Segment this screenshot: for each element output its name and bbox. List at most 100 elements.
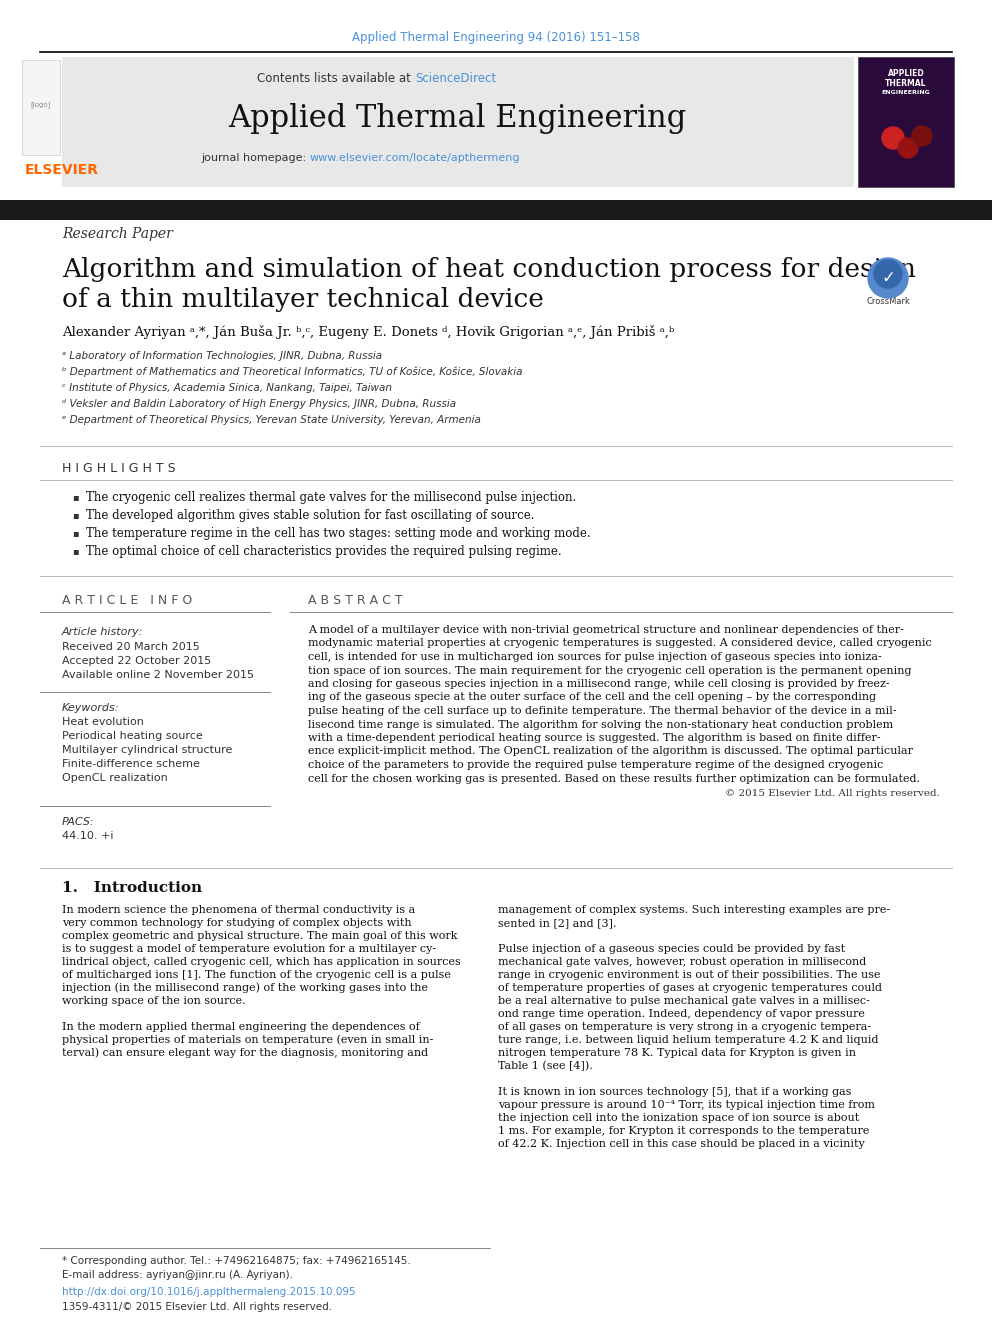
Text: The cryogenic cell realizes thermal gate valves for the millisecond pulse inject: The cryogenic cell realizes thermal gate… xyxy=(86,491,576,504)
Text: H I G H L I G H T S: H I G H L I G H T S xyxy=(62,462,176,475)
Text: ond range time operation. Indeed, dependency of vapor pressure: ond range time operation. Indeed, depend… xyxy=(498,1009,865,1019)
Text: Alexander Ayriyan ᵃ,*, Ján Buša Jr. ᵇ,ᶜ, Eugeny E. Donets ᵈ, Hovik Grigorian ᵃ,ᵉ: Alexander Ayriyan ᵃ,*, Ján Buša Jr. ᵇ,ᶜ,… xyxy=(62,325,675,339)
Text: ELSEVIER: ELSEVIER xyxy=(25,163,99,177)
Text: ✓: ✓ xyxy=(881,269,895,287)
Text: of multicharged ions [1]. The function of the cryogenic cell is a pulse: of multicharged ions [1]. The function o… xyxy=(62,970,451,980)
Text: A model of a multilayer device with non-trivial geometrical structure and nonlin: A model of a multilayer device with non-… xyxy=(308,624,904,635)
Circle shape xyxy=(912,126,932,146)
Text: ture range, i.e. between liquid helium temperature 4.2 K and liquid: ture range, i.e. between liquid helium t… xyxy=(498,1035,879,1045)
Text: lisecond time range is simulated. The algorithm for solving the non-stationary h: lisecond time range is simulated. The al… xyxy=(308,720,893,729)
Circle shape xyxy=(874,261,902,288)
Text: very common technology for studying of complex objects with: very common technology for studying of c… xyxy=(62,918,412,927)
Text: modynamic material properties at cryogenic temperatures is suggested. A consider: modynamic material properties at cryogen… xyxy=(308,639,931,648)
Text: Contents lists available at: Contents lists available at xyxy=(257,71,415,85)
Circle shape xyxy=(898,138,918,157)
Bar xyxy=(22,60,60,155)
Text: Received 20 March 2015: Received 20 March 2015 xyxy=(62,642,199,652)
Text: ▪: ▪ xyxy=(72,509,78,520)
Circle shape xyxy=(882,127,904,149)
Text: PACS:: PACS: xyxy=(62,818,95,827)
Text: ▪: ▪ xyxy=(72,546,78,556)
Text: complex geometric and physical structure. The main goal of this work: complex geometric and physical structure… xyxy=(62,931,457,941)
Text: A B S T R A C T: A B S T R A C T xyxy=(308,594,403,607)
Text: of all gases on temperature is very strong in a cryogenic tempera-: of all gases on temperature is very stro… xyxy=(498,1021,871,1032)
FancyBboxPatch shape xyxy=(858,57,954,187)
Text: ▪: ▪ xyxy=(72,492,78,501)
Text: nitrogen temperature 78 K. Typical data for Krypton is given in: nitrogen temperature 78 K. Typical data … xyxy=(498,1048,856,1058)
Text: ᵇ Department of Mathematics and Theoretical Informatics, TU of Košice, Košice, S: ᵇ Department of Mathematics and Theoreti… xyxy=(62,366,523,377)
Text: ScienceDirect: ScienceDirect xyxy=(415,71,496,85)
Text: terval) can ensure elegant way for the diagnosis, monitoring and: terval) can ensure elegant way for the d… xyxy=(62,1048,429,1058)
Text: ᶜ Institute of Physics, Academia Sinica, Nankang, Taipei, Taiwan: ᶜ Institute of Physics, Academia Sinica,… xyxy=(62,382,392,393)
Text: vapour pressure is around 10⁻⁴ Torr, its typical injection time from: vapour pressure is around 10⁻⁴ Torr, its… xyxy=(498,1099,875,1110)
Text: lindrical object, called cryogenic cell, which has application in sources: lindrical object, called cryogenic cell,… xyxy=(62,957,460,967)
Text: of 42.2 K. Injection cell in this case should be placed in a vicinity: of 42.2 K. Injection cell in this case s… xyxy=(498,1139,865,1148)
Text: 1.   Introduction: 1. Introduction xyxy=(62,881,202,894)
Text: mechanical gate valves, however, robust operation in millisecond: mechanical gate valves, however, robust … xyxy=(498,957,866,967)
Text: In the modern applied thermal engineering the dependences of: In the modern applied thermal engineerin… xyxy=(62,1021,420,1032)
Text: and closing for gaseous species injection in a millisecond range, while cell clo: and closing for gaseous species injectio… xyxy=(308,679,890,689)
FancyBboxPatch shape xyxy=(62,57,854,187)
Text: Algorithm and simulation of heat conduction process for design: Algorithm and simulation of heat conduct… xyxy=(62,258,916,283)
Text: ᵈ Veksler and Baldin Laboratory of High Energy Physics, JINR, Dubna, Russia: ᵈ Veksler and Baldin Laboratory of High … xyxy=(62,400,456,409)
Text: ▪: ▪ xyxy=(72,528,78,538)
Text: Accepted 22 October 2015: Accepted 22 October 2015 xyxy=(62,656,211,665)
Text: tion space of ion sources. The main requirement for the cryogenic cell operation: tion space of ion sources. The main requ… xyxy=(308,665,912,676)
Text: injection (in the millisecond range) of the working gases into the: injection (in the millisecond range) of … xyxy=(62,983,428,994)
Text: Keywords:: Keywords: xyxy=(62,703,119,713)
Text: ᵃ Laboratory of Information Technologies, JINR, Dubna, Russia: ᵃ Laboratory of Information Technologies… xyxy=(62,351,382,361)
Text: OpenCL realization: OpenCL realization xyxy=(62,773,168,783)
Text: Available online 2 November 2015: Available online 2 November 2015 xyxy=(62,669,254,680)
Text: CrossMark: CrossMark xyxy=(866,298,910,307)
Text: © 2015 Elsevier Ltd. All rights reserved.: © 2015 Elsevier Ltd. All rights reserved… xyxy=(725,790,940,799)
Text: range in cryogenic environment is out of their possibilities. The use: range in cryogenic environment is out of… xyxy=(498,970,881,980)
Text: It is known in ion sources technology [5], that if a working gas: It is known in ion sources technology [5… xyxy=(498,1088,851,1097)
Text: the injection cell into the ionization space of ion source is about: the injection cell into the ionization s… xyxy=(498,1113,859,1123)
Text: 44.10. +i: 44.10. +i xyxy=(62,831,113,841)
Text: Periodical heating source: Periodical heating source xyxy=(62,732,202,741)
Text: The optimal choice of cell characteristics provides the required pulsing regime.: The optimal choice of cell characteristi… xyxy=(86,545,561,557)
Text: with a time-dependent periodical heating source is suggested. The algorithm is b: with a time-dependent periodical heating… xyxy=(308,733,881,744)
Text: working space of the ion source.: working space of the ion source. xyxy=(62,996,246,1005)
Text: Multilayer cylindrical structure: Multilayer cylindrical structure xyxy=(62,745,232,755)
Text: In modern science the phenomena of thermal conductivity is a: In modern science the phenomena of therm… xyxy=(62,905,416,916)
Text: of a thin multilayer technical device: of a thin multilayer technical device xyxy=(62,287,544,312)
Text: cell, is intended for use in multicharged ion sources for pulse injection of gas: cell, is intended for use in multicharge… xyxy=(308,652,882,662)
Text: ᵉ Department of Theoretical Physics, Yerevan State University, Yerevan, Armenia: ᵉ Department of Theoretical Physics, Yer… xyxy=(62,415,481,425)
Text: E-mail address: ayriyan@jinr.ru (A. Ayriyan).: E-mail address: ayriyan@jinr.ru (A. Ayri… xyxy=(62,1270,293,1279)
Text: journal homepage:: journal homepage: xyxy=(201,153,310,163)
Text: sented in [2] and [3].: sented in [2] and [3]. xyxy=(498,918,616,927)
Circle shape xyxy=(868,258,908,298)
Text: Applied Thermal Engineering 94 (2016) 151–158: Applied Thermal Engineering 94 (2016) 15… xyxy=(352,32,640,45)
Text: A R T I C L E   I N F O: A R T I C L E I N F O xyxy=(62,594,192,607)
Text: * Corresponding author. Tel.: +74962164875; fax: +74962165145.: * Corresponding author. Tel.: +749621648… xyxy=(62,1256,411,1266)
Text: Finite-difference scheme: Finite-difference scheme xyxy=(62,759,199,769)
Text: THERMAL: THERMAL xyxy=(885,78,927,87)
Text: physical properties of materials on temperature (even in small in-: physical properties of materials on temp… xyxy=(62,1035,434,1045)
Text: be a real alternative to pulse mechanical gate valves in a millisec-: be a real alternative to pulse mechanica… xyxy=(498,996,870,1005)
Text: choice of the parameters to provide the required pulse temperature regime of the: choice of the parameters to provide the … xyxy=(308,759,883,770)
Text: Pulse injection of a gaseous species could be provided by fast: Pulse injection of a gaseous species cou… xyxy=(498,945,845,954)
Text: of temperature properties of gases at cryogenic temperatures could: of temperature properties of gases at cr… xyxy=(498,983,882,994)
Text: is to suggest a model of temperature evolution for a multilayer cy-: is to suggest a model of temperature evo… xyxy=(62,945,436,954)
Text: [logo]: [logo] xyxy=(31,102,52,108)
Text: The developed algorithm gives stable solution for fast oscillating of source.: The developed algorithm gives stable sol… xyxy=(86,508,535,521)
Text: Table 1 (see [4]).: Table 1 (see [4]). xyxy=(498,1061,593,1072)
Text: ence explicit-implicit method. The OpenCL realization of the algorithm is discus: ence explicit-implicit method. The OpenC… xyxy=(308,746,913,757)
Text: pulse heating of the cell surface up to definite temperature. The thermal behavi: pulse heating of the cell surface up to … xyxy=(308,706,897,716)
Text: 1 ms. For example, for Krypton it corresponds to the temperature: 1 ms. For example, for Krypton it corres… xyxy=(498,1126,869,1136)
Text: management of complex systems. Such interesting examples are pre-: management of complex systems. Such inte… xyxy=(498,905,890,916)
Text: ENGINEERING: ENGINEERING xyxy=(882,90,930,95)
Text: cell for the chosen working gas is presented. Based on these results further opt: cell for the chosen working gas is prese… xyxy=(308,774,920,783)
Text: Article history:: Article history: xyxy=(62,627,144,636)
Text: http://dx.doi.org/10.1016/j.applthermaleng.2015.10.095: http://dx.doi.org/10.1016/j.applthermale… xyxy=(62,1287,355,1297)
Text: APPLIED: APPLIED xyxy=(888,69,925,78)
Text: Applied Thermal Engineering: Applied Thermal Engineering xyxy=(228,102,686,134)
Text: ing of the gaseous specie at the outer surface of the cell and the cell opening : ing of the gaseous specie at the outer s… xyxy=(308,692,876,703)
Bar xyxy=(0,200,992,220)
Text: Heat evolution: Heat evolution xyxy=(62,717,144,728)
Text: The temperature regime in the cell has two stages: setting mode and working mode: The temperature regime in the cell has t… xyxy=(86,527,590,540)
Text: Research Paper: Research Paper xyxy=(62,228,173,241)
Text: 1359-4311/© 2015 Elsevier Ltd. All rights reserved.: 1359-4311/© 2015 Elsevier Ltd. All right… xyxy=(62,1302,332,1312)
Text: www.elsevier.com/locate/apthermeng: www.elsevier.com/locate/apthermeng xyxy=(310,153,521,163)
